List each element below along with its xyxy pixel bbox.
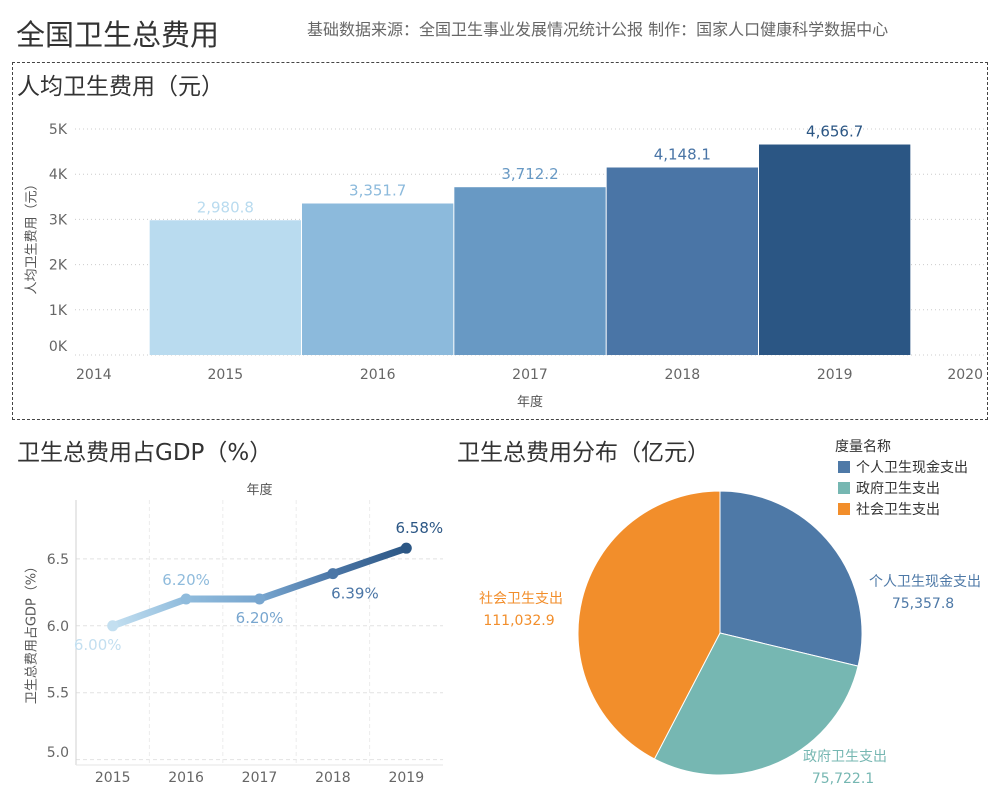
bar-value-label: 2,980.8: [197, 198, 254, 216]
legend-swatch: [838, 460, 850, 473]
line-value-label: 6.58%: [395, 519, 443, 537]
line-segment-2015-2016[interactable]: [109, 595, 190, 630]
bar-x-axis-title: 年度: [517, 394, 543, 410]
bar-2017[interactable]: [454, 187, 606, 355]
bar-x-tick-label: 2015: [208, 367, 244, 383]
bar-value-label: 4,656.7: [806, 123, 863, 141]
legend-swatch: [838, 502, 850, 515]
line-segment-2017-2018[interactable]: [256, 570, 337, 603]
legend-item-social[interactable]: 社会卫生支出: [835, 498, 995, 519]
pie-chart-title: 卫生总费用分布（亿元）: [457, 440, 710, 466]
line-x-axis-title: 年度: [246, 482, 272, 498]
bar-x-tick-label: 2017: [512, 367, 548, 383]
line-x-tick-label: 2016: [168, 770, 204, 786]
pie-slice-label: 个人卫生现金支出: [869, 574, 981, 590]
line-point-2018[interactable]: [327, 568, 339, 580]
bar-2019[interactable]: [759, 144, 911, 355]
bar-x-tick-label: 2018: [665, 367, 701, 383]
bar-x-tick-label: 2020: [947, 367, 983, 383]
legend-item-personal-cash[interactable]: 个人卫生现金支出: [835, 456, 995, 477]
dashboard-title: 全国卫生总费用: [16, 18, 220, 52]
line-value-label: 6.39%: [331, 585, 379, 603]
line-value-label: 6.00%: [74, 636, 122, 654]
bar-x-tick-label: 2019: [817, 367, 853, 383]
bar-x-tick-label: 2014: [76, 367, 112, 383]
pie-legend: 度量名称 个人卫生现金支出 政府卫生支出 社会卫生支出: [835, 438, 995, 519]
bar-chart: 0K 1K 2K 3K 4K 5K 2,980.8 3,351.7 3,712.2 4,148.1…: [25, 122, 985, 410]
pie-slice-value-label: 111,032.9: [483, 613, 554, 629]
source-note: 基础数据来源：全国卫生事业发展情况统计公报 制作：国家人口健康科学数据中心: [307, 20, 889, 39]
pie-slice-value-label: 75,722.1: [812, 771, 874, 787]
line-x-tick-label: 2015: [95, 770, 131, 786]
pie-slice-label: 社会卫生支出: [479, 591, 563, 607]
pie-chart: 个人卫生现金支出 75,357.8 政府卫生支出 75,722.1 社会卫生支出 111,…: [479, 490, 981, 787]
bar-y-axis-title: 人均卫生费用（元）: [25, 177, 40, 294]
bar-y-tick-label: 0K: [49, 339, 68, 355]
line-chart-title: 卫生总费用占GDP（%）: [17, 440, 273, 466]
line-chart: 5.0 5.5 6.0 6.5 2015 2016 2017 2018 2019 年度卫生总费用占…: [25, 482, 444, 786]
line-point-2016[interactable]: [180, 593, 192, 605]
line-x-tick-label: 2017: [242, 770, 278, 786]
legend-title: 度量名称: [835, 439, 891, 455]
legend-item-label: 社会卫生支出: [856, 501, 940, 518]
line-point-2015[interactable]: [107, 620, 119, 632]
bar-chart-panel[interactable]: [12, 62, 988, 420]
line-x-tick-label: 2018: [315, 770, 351, 786]
line-value-label: 6.20%: [236, 609, 284, 627]
pie-slice-government[interactable]: [653, 632, 859, 776]
bar-2016[interactable]: [302, 203, 454, 355]
pie-slice-value-label: 75,357.8: [892, 596, 954, 612]
line-y-axis-title: 卫生总费用占GDP（%）: [25, 560, 40, 704]
line-y-tick-label: 6.0: [47, 619, 69, 635]
line-value-label: 6.20%: [162, 571, 210, 589]
bar-value-label: 4,148.1: [654, 146, 711, 164]
legend-item-label: 政府卫生支出: [856, 480, 940, 497]
bar-y-tick-label: 3K: [49, 212, 68, 228]
pie-slice-personal-cash[interactable]: [719, 490, 863, 667]
legend-item-label: 个人卫生现金支出: [856, 459, 968, 476]
bar-y-tick-label: 4K: [49, 167, 68, 183]
line-y-tick-label: 6.5: [47, 552, 69, 568]
bar-y-tick-label: 5K: [49, 122, 68, 138]
bar-y-tick-label: 2K: [49, 258, 68, 274]
line-y-tick-label: 5.0: [47, 745, 69, 761]
line-x-tick-label: 2019: [388, 770, 424, 786]
bar-chart-title: 人均卫生费用（元）: [17, 74, 224, 100]
bar-y-tick-label: 1K: [49, 303, 68, 319]
bar-2018[interactable]: [606, 167, 758, 355]
bar-value-label: 3,351.7: [349, 182, 406, 200]
pie-slice-social[interactable]: [577, 490, 721, 760]
line-y-tick-label: 5.5: [47, 686, 69, 702]
line-point-2017[interactable]: [254, 593, 265, 605]
bar-2015[interactable]: [149, 220, 301, 355]
line-segment-2018-2019[interactable]: [329, 544, 410, 578]
line-point-2019[interactable]: [400, 542, 412, 554]
bar-x-tick-label: 2016: [360, 367, 396, 383]
legend-item-government[interactable]: 政府卫生支出: [835, 477, 995, 498]
legend-swatch: [838, 481, 850, 494]
bar-value-label: 3,712.2: [501, 165, 558, 183]
pie-slice-label: 政府卫生支出: [803, 749, 887, 765]
